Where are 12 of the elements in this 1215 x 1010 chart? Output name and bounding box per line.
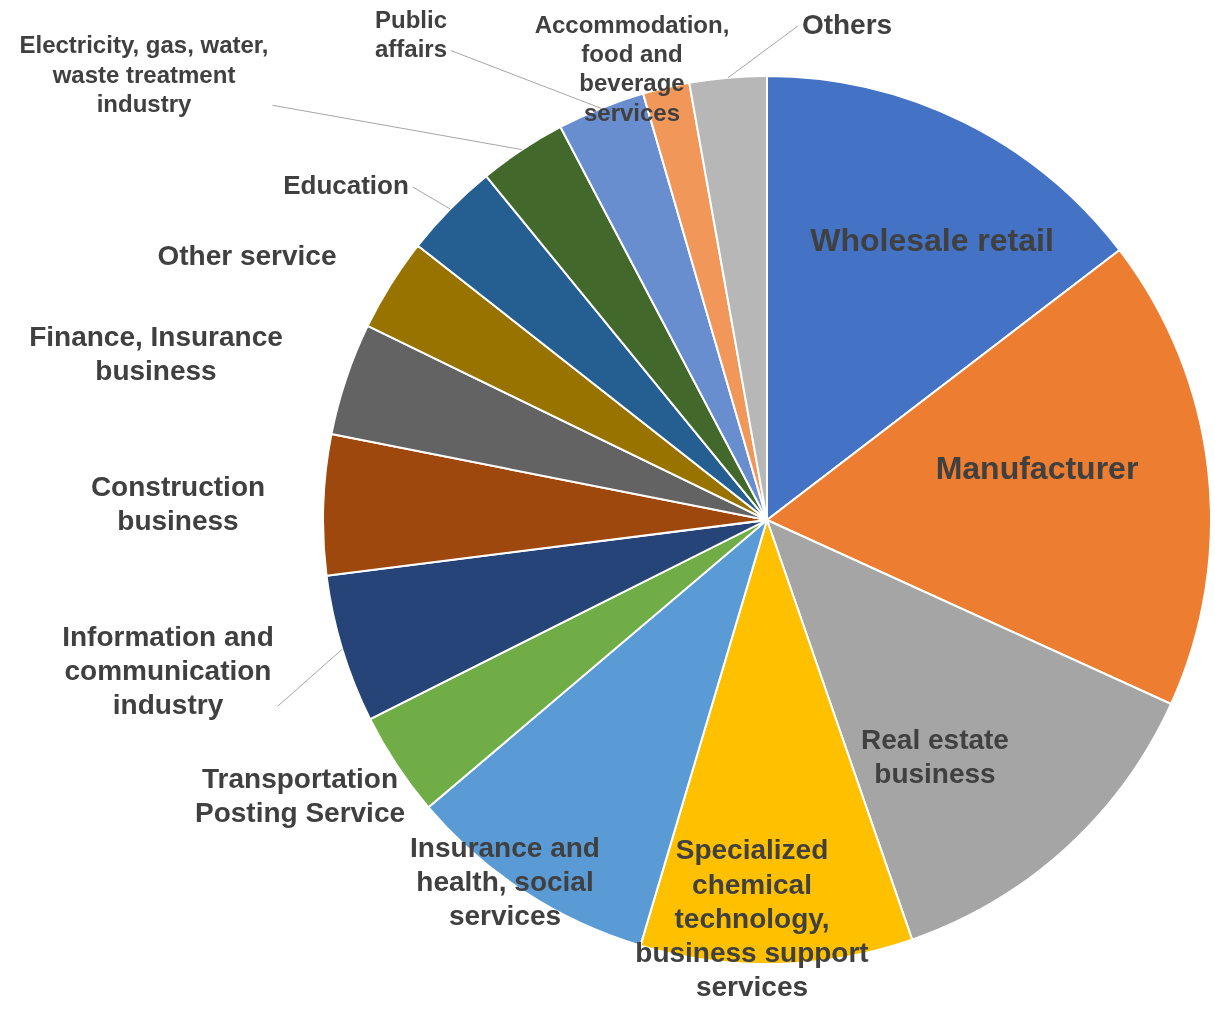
slice-label: Information and communication industry [62, 620, 274, 720]
slice-label: Real estate business [861, 723, 1009, 789]
slice-label: Manufacturer [935, 449, 1139, 486]
slice-label: Electricity, gas, water, waste treatment industry [19, 31, 269, 117]
slice-label: Education [283, 170, 409, 201]
slice-label: Finance, Insurance business [29, 320, 283, 386]
slice-label: Wholesale retail [810, 221, 1054, 258]
slice-label: Others [801, 8, 893, 40]
slice-label: Transportation Posting Service [194, 762, 406, 828]
slice-label: Construction business [90, 470, 266, 536]
slice-label: Public affairs [374, 5, 448, 63]
slice-label: Other service [157, 239, 337, 271]
